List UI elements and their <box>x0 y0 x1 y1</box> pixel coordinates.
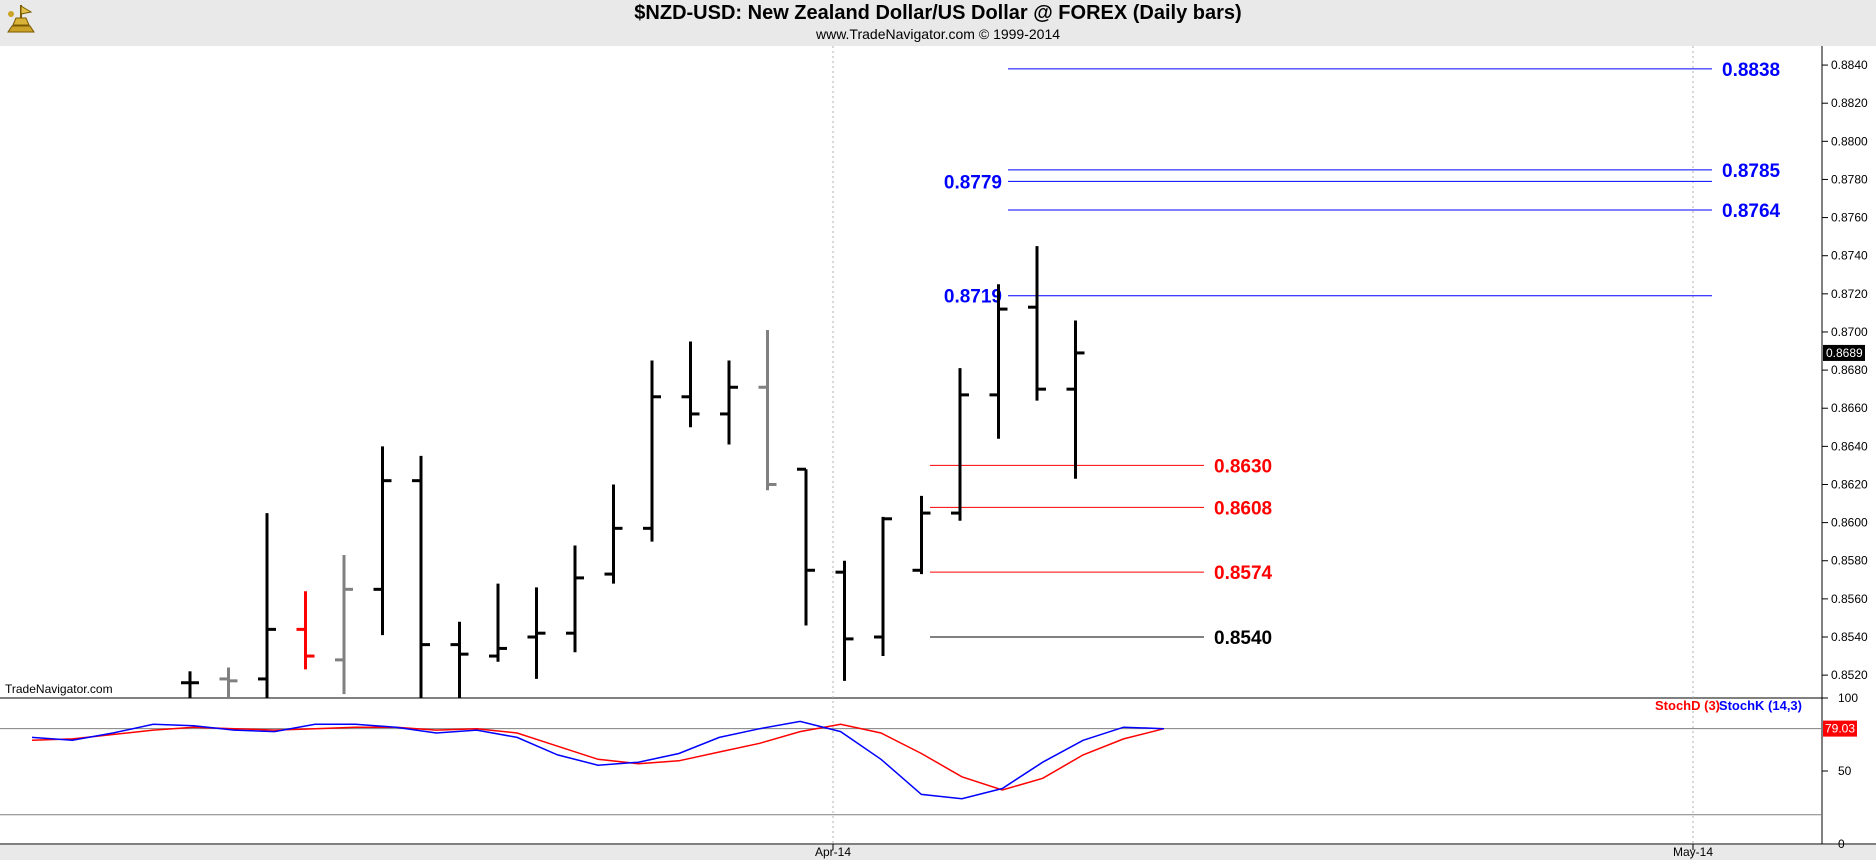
price-axis: 0.8520 0.8540 0.8560 0.8580 0.8600 0.8620 0.86… <box>1822 58 1868 682</box>
ohlc-bar <box>412 455 430 698</box>
stoch-last-value-label: 79.03 <box>1825 722 1855 736</box>
time-tick-label: Apr-14 <box>815 845 851 859</box>
price-tick-label: 0.8720 <box>1831 287 1868 301</box>
ohlc-bar <box>450 621 469 698</box>
level-label: 0.8785 <box>1722 161 1781 182</box>
stochastic-panel: 0 50 100 StochD (3)StochK (14,3) 79.03 <box>0 691 1858 851</box>
stoch-legend-k: StochK (14,3) <box>1719 698 1802 713</box>
level-label: 0.8779 <box>944 172 1002 193</box>
price-tick-label: 0.8600 <box>1831 516 1868 530</box>
price-tick-label: 0.8640 <box>1831 439 1868 453</box>
ohlc-bar <box>335 555 353 695</box>
price-tick-label: 0.8560 <box>1831 592 1868 606</box>
level-label: 0.8838 <box>1722 60 1780 81</box>
plot-background <box>0 46 1876 860</box>
ohlc-bar <box>797 467 815 626</box>
ohlc-bar <box>566 545 584 653</box>
ohlc-bar <box>758 330 777 491</box>
ohlc-bar <box>874 516 892 657</box>
ohlc-bar <box>373 446 392 636</box>
price-tick-label: 0.8760 <box>1831 211 1868 225</box>
price-tick-label: 0.8800 <box>1831 134 1868 148</box>
ohlc-bar <box>296 591 315 670</box>
level-label: 0.8764 <box>1722 201 1781 222</box>
price-tick-label: 0.8700 <box>1831 325 1868 339</box>
ohlc-bar <box>1066 320 1085 479</box>
level-label: 0.8574 <box>1214 563 1273 584</box>
ohlc-bars <box>181 246 1085 698</box>
ohlc-bar <box>489 583 507 662</box>
stoch-tick-label: 50 <box>1838 764 1852 778</box>
chart-subtitle: www.TradeNavigator.com © 1999-2014 <box>815 26 1061 42</box>
ohlc-bar <box>681 341 700 428</box>
stoch-tick-label: 0 <box>1838 837 1845 851</box>
level-label: 0.8540 <box>1214 628 1272 649</box>
level-label: 0.8630 <box>1214 456 1272 477</box>
price-tick-label: 0.8840 <box>1831 58 1868 72</box>
stoch-tick-label: 100 <box>1838 691 1858 705</box>
ohlc-bar <box>604 484 623 584</box>
stoch-k-line <box>31 720 1165 800</box>
price-tick-label: 0.8660 <box>1831 401 1868 415</box>
level-label: 0.8608 <box>1214 498 1272 519</box>
fibonacci-levels: 0.8838 0.8785 0.8779 0.8764 0.8719 0.8630 0.86… <box>930 60 1781 649</box>
time-axis: Apr-14 May-14 <box>815 844 1713 859</box>
ohlc-bar <box>989 284 1008 439</box>
price-tick-label: 0.8680 <box>1831 363 1868 377</box>
last-price-box <box>1823 344 1865 361</box>
price-tick-label: 0.8780 <box>1831 172 1868 186</box>
time-tick-label: May-14 <box>1673 845 1713 859</box>
price-tick-label: 0.8540 <box>1831 630 1868 644</box>
ohlc-bar <box>1028 246 1046 401</box>
last-price-label: 0.8689 <box>1826 346 1863 360</box>
ohlc-bar <box>951 368 969 521</box>
ohlc-bar <box>720 360 738 445</box>
price-tick-label: 0.8520 <box>1831 668 1868 682</box>
price-tick-label: 0.8620 <box>1831 477 1868 491</box>
ohlc-bar <box>643 360 661 542</box>
chart-title: $NZD-USD: New Zealand Dollar/US Dollar @… <box>634 2 1242 24</box>
trade-navigator-logo-icon <box>4 2 38 41</box>
price-tick-label: 0.8580 <box>1831 554 1868 568</box>
time-axis-background <box>0 845 1876 860</box>
price-tick-label: 0.8820 <box>1831 96 1868 110</box>
ohlc-bar <box>219 667 238 698</box>
watermark: TradeNavigator.com <box>5 682 113 696</box>
ohlc-bar <box>912 495 931 575</box>
ohlc-bar <box>258 513 276 698</box>
stoch-last-value-box <box>1823 720 1857 737</box>
level-label: 0.8719 <box>944 287 1002 308</box>
chart-header: $NZD-USD: New Zealand Dollar/US Dollar @… <box>0 0 1876 46</box>
ohlc-bar <box>181 671 199 698</box>
stoch-legend-d: StochD (3) <box>1655 698 1720 713</box>
ohlc-bar <box>527 587 546 679</box>
ohlc-bar <box>835 560 854 681</box>
price-tick-label: 0.8740 <box>1831 249 1868 263</box>
